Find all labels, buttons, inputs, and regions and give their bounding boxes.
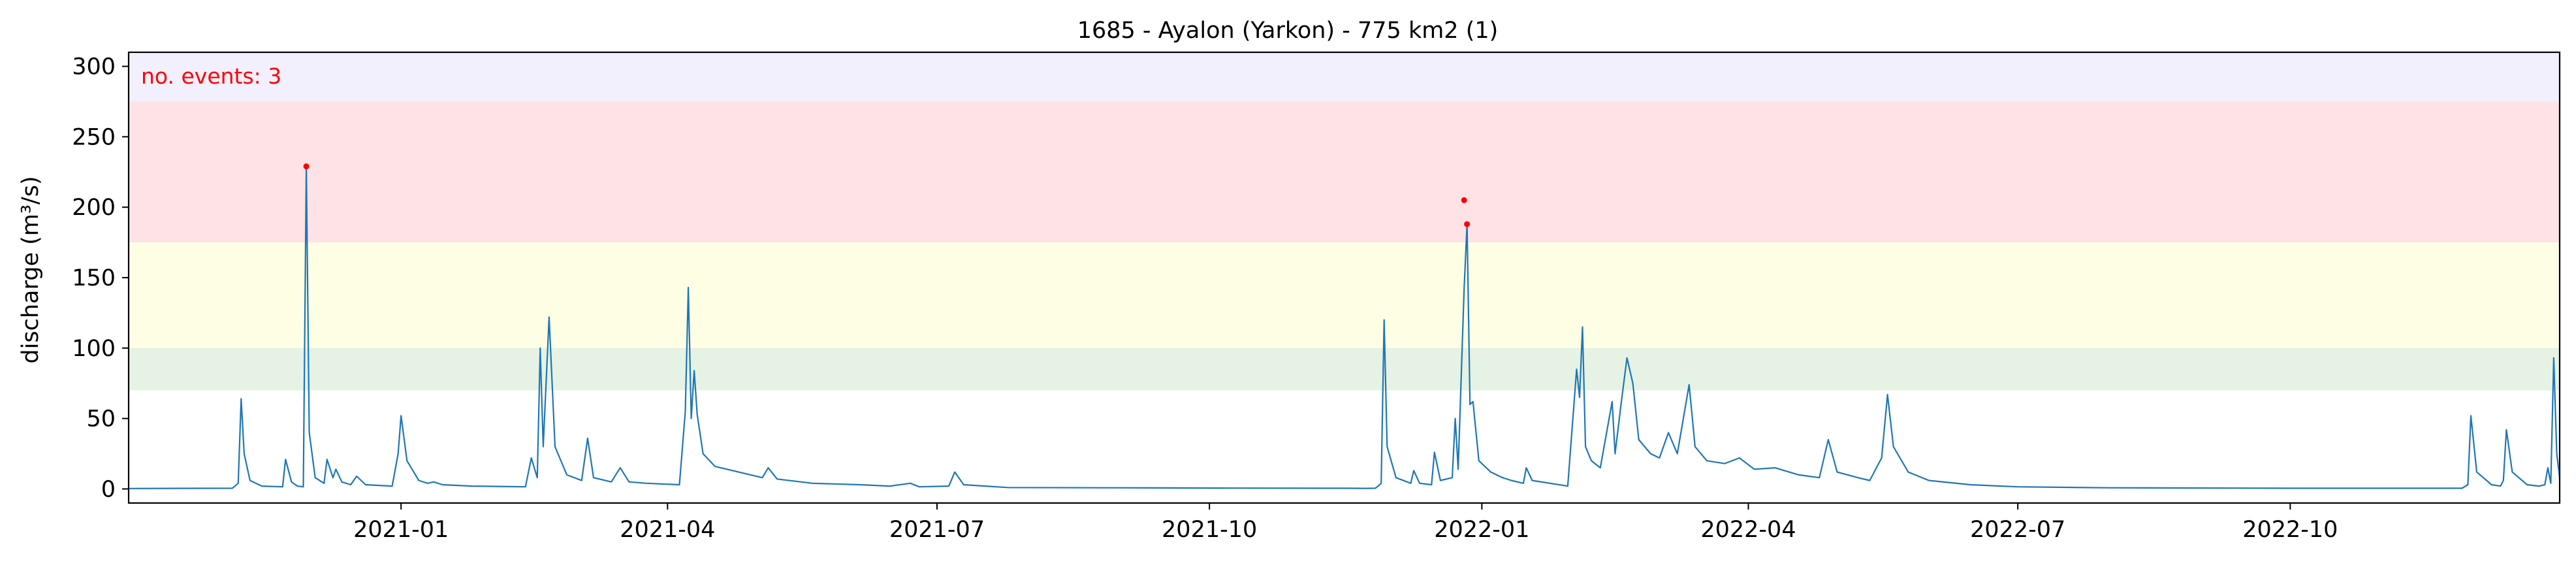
event-marker-2 [1461, 197, 1467, 203]
events-count-annotation: no. events: 3 [141, 63, 281, 89]
y-tick-label-150: 150 [72, 265, 116, 291]
x-tick-label-2021-01: 2021-01 [353, 517, 449, 543]
x-tick-label-2022-01: 2022-01 [1434, 517, 1529, 543]
threshold-band-2 [129, 242, 2560, 348]
axes: 0 50 100 150 200 250 300 2021-01 2021-04 2021-07 2… [72, 51, 2561, 543]
y-tick-label-250: 250 [72, 124, 116, 150]
y-tick-label-200: 200 [72, 195, 116, 221]
y-tick-label-300: 300 [72, 54, 116, 80]
y-tick-label-100: 100 [72, 336, 116, 362]
x-tick-label-2021-10: 2021-10 [1162, 517, 1257, 543]
series-layer [128, 165, 2561, 489]
y-tick-label-0: 0 [101, 476, 116, 502]
threshold-band-3 [129, 101, 2560, 243]
threshold-bands [129, 52, 2560, 391]
series-line-1 [128, 165, 2561, 489]
x-tick-label-2022-07: 2022-07 [1970, 517, 2065, 543]
x-tick-label-2021-07: 2021-07 [889, 517, 985, 543]
x-tick-label-2021-04: 2021-04 [620, 517, 715, 543]
threshold-band-4 [129, 52, 2560, 102]
x-tick-label-2022-10: 2022-10 [2242, 517, 2338, 543]
event-marker-3 [1464, 221, 1471, 227]
event-marker-1 [303, 163, 310, 170]
threshold-band-1 [129, 348, 2560, 391]
y-tick-label-50: 50 [86, 406, 116, 432]
event-markers [303, 163, 1471, 227]
y-axis-label: discharge (m³/s) [18, 176, 44, 363]
x-tick-label-2022-04: 2022-04 [1700, 517, 1796, 543]
chart-title: 1685 - Ayalon (Yarkon) - 775 km2 (1) [1077, 18, 1499, 44]
